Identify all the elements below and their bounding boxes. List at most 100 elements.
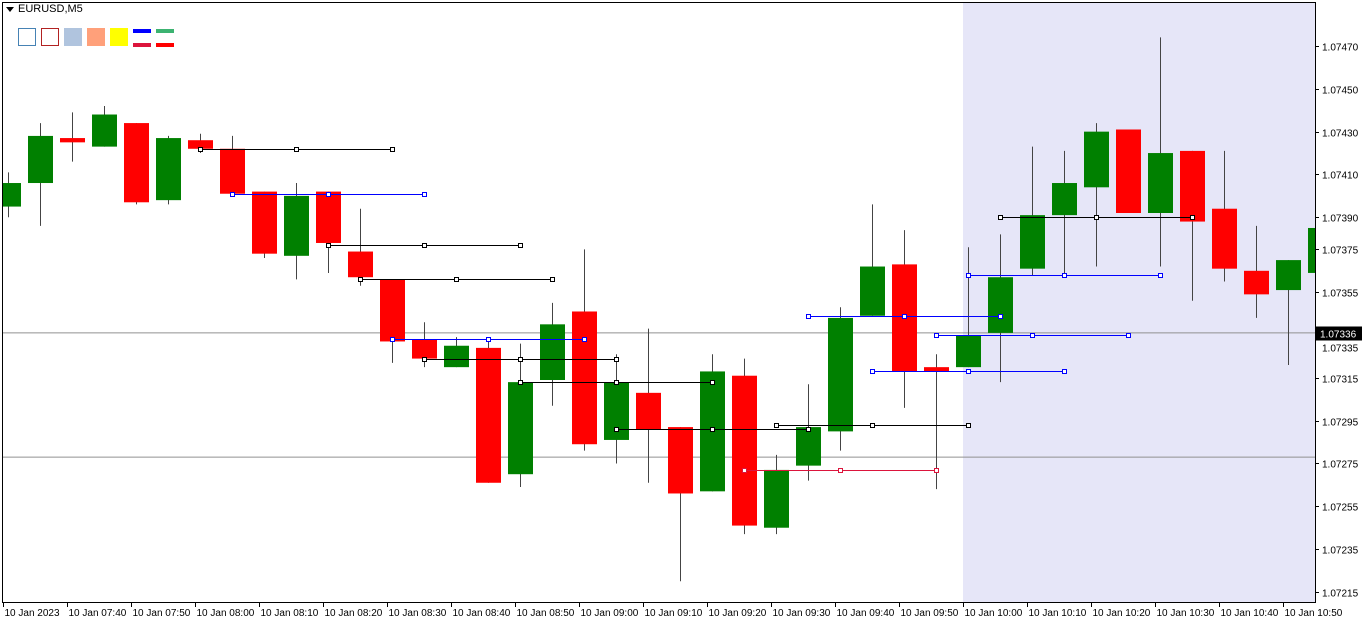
trend-segment: [774, 423, 971, 428]
line-pair-blue-crimson-button[interactable]: [133, 28, 151, 47]
y-tick-label: 1.07335: [1322, 344, 1359, 355]
rectangle-outline-blue-button[interactable]: [18, 28, 36, 46]
segment-handle[interactable]: [870, 423, 875, 428]
color-yellow-button[interactable]: [110, 28, 128, 46]
segment-handle[interactable]: [326, 243, 331, 248]
color-lightsalmon-button[interactable]: [87, 28, 105, 46]
segment-handle[interactable]: [422, 243, 427, 248]
trend-segment: [614, 427, 811, 432]
segment-handle[interactable]: [806, 427, 811, 432]
top-margin: [0, 0, 1362, 3]
x-tick-label: 10 Jan 08:50: [517, 608, 575, 619]
segment-handle[interactable]: [1094, 215, 1099, 220]
segment-handle[interactable]: [806, 314, 811, 319]
rectangle-outline-red-button[interactable]: [41, 28, 59, 46]
segment-handle[interactable]: [934, 468, 939, 473]
segment-handle[interactable]: [198, 147, 203, 152]
segment-handle[interactable]: [614, 357, 619, 362]
candle-bear: [252, 191, 277, 254]
y-tick-label: 1.07390: [1322, 214, 1359, 225]
current-price-label: 1.07336: [1320, 330, 1357, 341]
trend-segment: [998, 215, 1195, 220]
segment-handle[interactable]: [518, 243, 523, 248]
segment-handle[interactable]: [422, 357, 427, 362]
segment-handle[interactable]: [614, 427, 619, 432]
segment-handle[interactable]: [870, 369, 875, 374]
y-tick-label: 1.07430: [1322, 129, 1359, 140]
x-tick-label: 10 Jan 10:50: [1285, 608, 1343, 619]
segment-handle[interactable]: [1062, 273, 1067, 278]
segment-handle[interactable]: [294, 147, 299, 152]
trend-segment: [326, 243, 523, 248]
y-tick-label: 1.07355: [1322, 289, 1359, 300]
segment-handle[interactable]: [966, 369, 971, 374]
x-tick-label: 10 Jan 08:10: [261, 608, 319, 619]
segment-handle[interactable]: [1158, 273, 1163, 278]
y-tick-label: 1.07235: [1322, 546, 1359, 557]
y-tick-label: 1.07215: [1322, 589, 1359, 600]
time-axis-bg: [0, 602, 1362, 624]
segment-handle[interactable]: [230, 192, 235, 197]
candle-bull: [988, 277, 1013, 333]
segment-handle[interactable]: [966, 273, 971, 278]
segment-handle[interactable]: [390, 337, 395, 342]
segment-handle[interactable]: [550, 277, 555, 282]
candle-bear: [668, 427, 693, 494]
candle-bear: [220, 148, 245, 194]
segment-handle[interactable]: [518, 357, 523, 362]
segment-handle[interactable]: [1062, 369, 1067, 374]
segment-handle[interactable]: [1190, 215, 1195, 220]
segment-handle[interactable]: [838, 468, 843, 473]
segment-handle[interactable]: [998, 314, 1003, 319]
triangle-down-icon[interactable]: [6, 6, 14, 12]
segment-handle[interactable]: [326, 192, 331, 197]
segment-handle[interactable]: [486, 337, 491, 342]
trend-segment: [518, 380, 715, 385]
color-lightsteelblue-button[interactable]: [64, 28, 82, 46]
x-tick-label: 10 Jan 09:20: [709, 608, 767, 619]
segment-handle[interactable]: [710, 427, 715, 432]
line-pair-green-red-button[interactable]: [156, 28, 174, 47]
segment-handle[interactable]: [614, 380, 619, 385]
candle-bear: [924, 367, 949, 372]
segment-handle[interactable]: [710, 380, 715, 385]
segment-handle[interactable]: [774, 423, 779, 428]
x-tick-label: 10 Jan 2023: [5, 608, 60, 619]
segment-handle[interactable]: [390, 147, 395, 152]
segment-handle[interactable]: [422, 192, 427, 197]
segment-handle[interactable]: [998, 215, 1003, 220]
y-tick-label: 1.07275: [1322, 460, 1359, 471]
trend-segment: [806, 314, 1003, 319]
x-tick-label: 10 Jan 10:00: [965, 608, 1023, 619]
trend-segment: [870, 369, 1067, 374]
segment-handle[interactable]: [454, 277, 459, 282]
segment-handle[interactable]: [582, 337, 587, 342]
candle-bear: [60, 138, 85, 143]
x-tick-label: 10 Jan 07:50: [133, 608, 191, 619]
candle-bull: [796, 427, 821, 466]
candle-bull: [1148, 153, 1173, 213]
chart-frame: [2, 2, 1316, 603]
trend-segment: [934, 333, 1131, 338]
segment-handle[interactable]: [518, 380, 523, 385]
y-tick-label: 1.07315: [1322, 375, 1359, 386]
candle-bear: [1212, 208, 1237, 269]
segment-handle[interactable]: [902, 314, 907, 319]
x-tick-label: 10 Jan 07:40: [69, 608, 127, 619]
segment-handle[interactable]: [1030, 333, 1035, 338]
segment-handle[interactable]: [934, 333, 939, 338]
chart-title[interactable]: EURUSD,M5: [6, 3, 83, 15]
segment-handle[interactable]: [358, 277, 363, 282]
price-axis-bg: [1315, 0, 1362, 624]
trend-segment: [358, 277, 555, 282]
x-tick-label: 10 Jan 08:30: [389, 608, 447, 619]
candle-bull: [0, 183, 21, 207]
segment-handle[interactable]: [742, 468, 747, 473]
symbol-label: EURUSD,M5: [18, 3, 83, 15]
x-tick-label: 10 Jan 08:40: [453, 608, 511, 619]
candle-bear: [1180, 150, 1205, 222]
segment-handle[interactable]: [1126, 333, 1131, 338]
segment-handle[interactable]: [966, 423, 971, 428]
x-tick-label: 10 Jan 09:00: [581, 608, 639, 619]
